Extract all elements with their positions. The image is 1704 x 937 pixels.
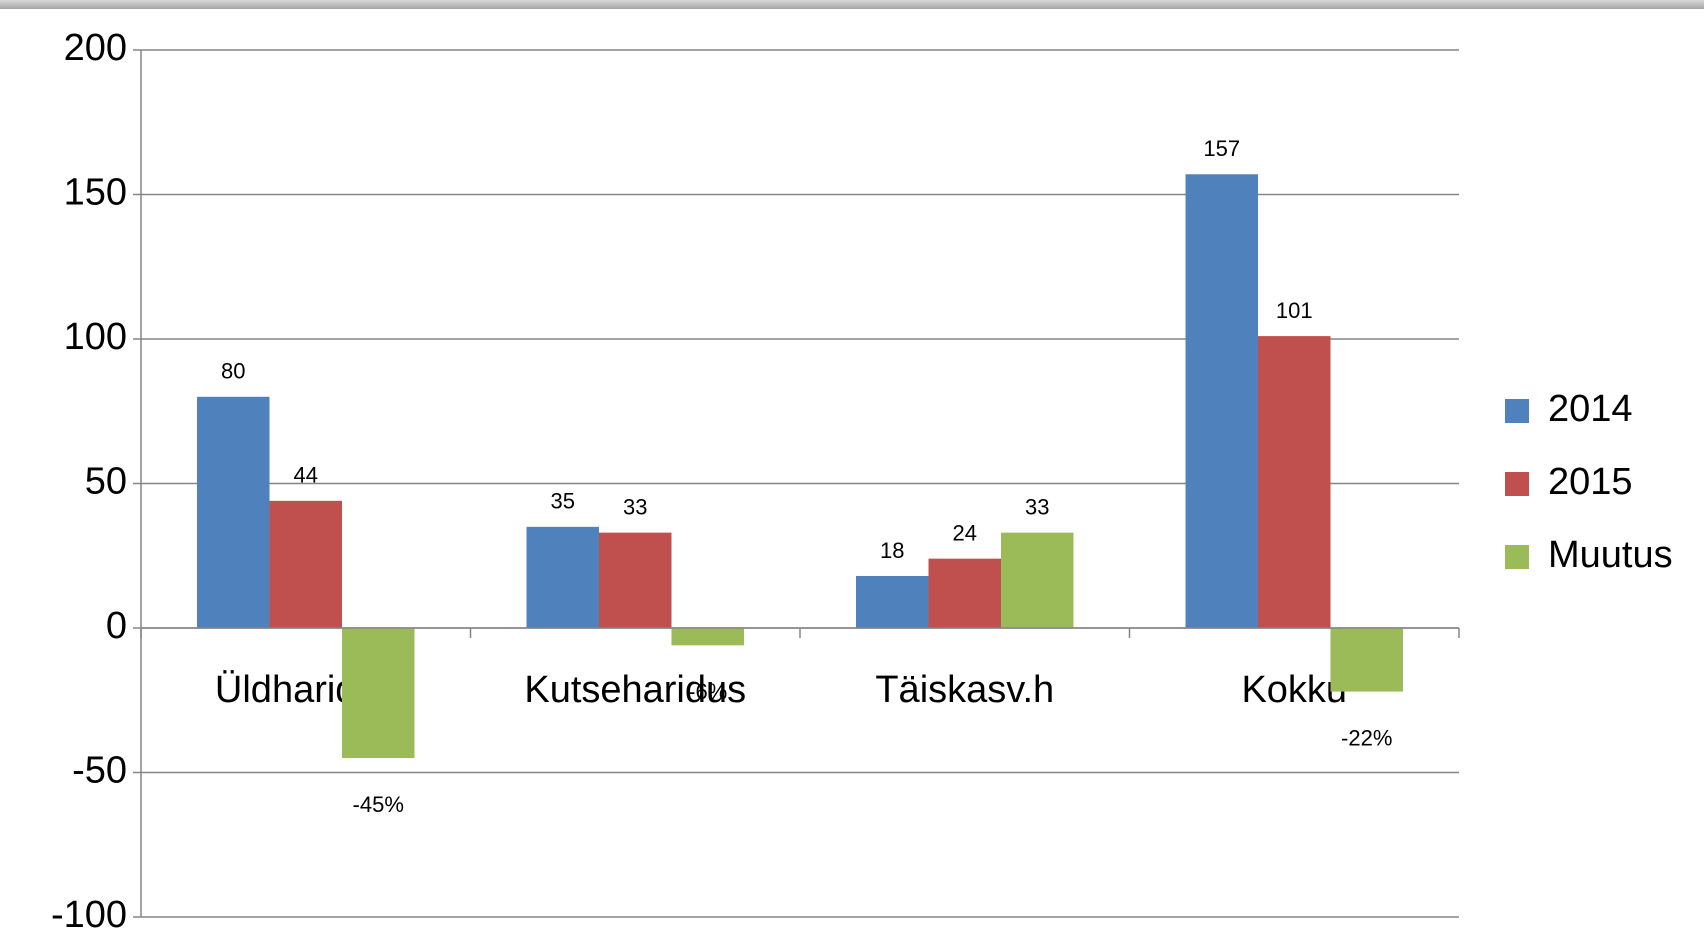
y-tick-label: -100 xyxy=(51,894,127,936)
legend-label: 2014 xyxy=(1548,388,1633,430)
legend-swatch xyxy=(1505,545,1529,569)
bar xyxy=(928,558,1001,628)
window-edge xyxy=(0,0,1704,9)
legend-swatch xyxy=(1505,472,1529,496)
bar xyxy=(1000,532,1074,628)
data-label: 44 xyxy=(294,463,318,488)
data-label: 80 xyxy=(221,359,245,384)
data-label: 35 xyxy=(551,489,575,514)
y-tick-label: 200 xyxy=(64,27,127,69)
bar xyxy=(671,628,744,646)
bar xyxy=(197,396,270,628)
bar xyxy=(599,532,672,628)
data-label: 18 xyxy=(880,538,904,563)
bar xyxy=(1258,336,1331,628)
legend-swatch xyxy=(1505,399,1529,423)
data-label: 157 xyxy=(1203,136,1240,161)
data-label: 101 xyxy=(1276,298,1313,323)
y-tick-label: 50 xyxy=(85,461,127,503)
bar xyxy=(1330,628,1403,692)
data-label: -6% xyxy=(688,679,727,704)
y-tick-label: 100 xyxy=(64,316,127,358)
bar xyxy=(1185,174,1259,628)
y-tick-label: 0 xyxy=(106,605,127,647)
bar xyxy=(856,575,929,628)
data-label: 24 xyxy=(953,520,977,545)
y-tick-label: 150 xyxy=(64,172,127,214)
y-tick-label: -50 xyxy=(72,750,127,792)
data-label: 33 xyxy=(1025,494,1049,519)
bar xyxy=(341,628,415,759)
legend-label: Muutus xyxy=(1548,534,1673,576)
bar xyxy=(269,500,342,628)
x-tick-label: Kokku xyxy=(1241,669,1347,711)
x-tick-label: Kutseharidus xyxy=(524,669,746,711)
bar xyxy=(526,526,600,628)
x-tick-label: Täiskasv.h xyxy=(875,669,1054,711)
legend-label: 2015 xyxy=(1548,461,1633,503)
data-label: -22% xyxy=(1341,725,1392,750)
data-label: -45% xyxy=(353,792,404,817)
data-label: 33 xyxy=(623,494,647,519)
